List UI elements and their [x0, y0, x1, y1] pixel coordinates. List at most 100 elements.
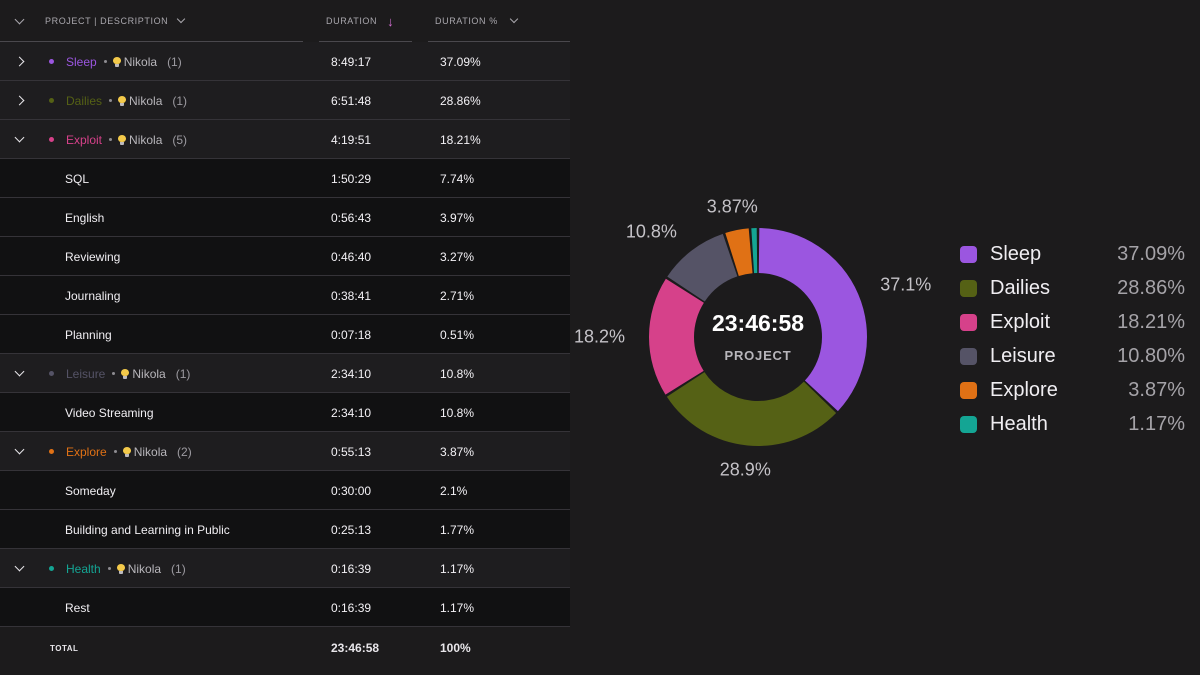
duration-cell: 2:34:10	[331, 366, 372, 381]
duration-cell: 0:46:40	[331, 249, 372, 264]
donut-slices	[649, 228, 867, 446]
project-color-dot	[49, 449, 54, 454]
donut-slice-label: 10.8%	[626, 222, 677, 242]
table-row-entry[interactable]: Video Streaming 2:34:10 10.8%	[0, 393, 570, 432]
pct-cell: 2.1%	[440, 483, 468, 498]
table-row-entry[interactable]: Journaling 0:38:41 2.71%	[0, 276, 570, 315]
entry-count: (5)	[172, 132, 188, 147]
donut-slice-explore[interactable]	[725, 228, 753, 276]
pct-cell: 1.17%	[440, 561, 475, 576]
table-row-group[interactable]: Sleep Nikola (1) 8:49:17 37.09%	[0, 42, 570, 81]
description-cell: Planning	[65, 327, 112, 342]
sort-desc-icon: ↓	[387, 13, 395, 29]
description-cell: SQL	[65, 171, 90, 186]
project-name[interactable]: Health	[66, 561, 101, 576]
donut-slice-label: 3.87%	[707, 197, 758, 217]
pct-cell: 0.51%	[440, 327, 475, 342]
legend-item[interactable]: Exploit 18.21%	[960, 305, 1192, 339]
duration-cell: 6:51:48	[331, 93, 372, 108]
donut-slice-exploit[interactable]	[649, 278, 704, 395]
collapse-toggle[interactable]	[12, 354, 26, 393]
header-underline	[428, 41, 570, 42]
expand-toggle[interactable]	[12, 42, 26, 81]
chevron-down-icon	[14, 366, 24, 377]
project-name[interactable]: Exploit	[66, 132, 103, 147]
table-row-group[interactable]: Leisure Nikola (1) 2:34:10 10.8%	[0, 354, 570, 393]
project-cell: Exploit Nikola (5)	[49, 120, 187, 159]
table-row-entry[interactable]: Planning 0:07:18 0.51%	[0, 315, 570, 354]
separator-dot	[113, 450, 117, 453]
legend-label: Leisure	[990, 344, 1056, 367]
table-row-entry[interactable]: Rest 0:16:39 1.17%	[0, 588, 570, 627]
table-row-entry[interactable]: SQL 1:50:29 7.74%	[0, 159, 570, 198]
duration-cell: 4:19:51	[331, 132, 372, 147]
table-row-entry[interactable]: Someday 0:30:00 2.1%	[0, 471, 570, 510]
description-cell: Reviewing	[65, 249, 121, 264]
pct-cell: 1.17%	[440, 600, 475, 615]
duration-column-header[interactable]: DURATION ↓	[326, 0, 394, 42]
lightbulb-icon	[118, 95, 127, 106]
project-column-header[interactable]: PROJECT | DESCRIPTION	[45, 0, 186, 42]
project-cell: Sleep Nikola (1)	[49, 42, 182, 81]
entry-count: (1)	[172, 93, 188, 108]
chevron-down-icon	[14, 14, 24, 24]
collapse-toggle[interactable]	[12, 432, 26, 471]
chevron-right-icon	[14, 95, 24, 106]
legend-item[interactable]: Dailies 28.86%	[960, 271, 1192, 305]
total-row: TOTAL 23:46:58 100%	[0, 628, 570, 668]
project-name[interactable]: Sleep	[66, 54, 97, 69]
legend-swatch	[960, 313, 977, 331]
duration-column-label: DURATION	[326, 16, 378, 26]
legend-item[interactable]: Explore 3.87%	[960, 373, 1192, 407]
entry-count: (1)	[175, 366, 191, 381]
client-name: Nikola	[132, 366, 166, 381]
table-row-group[interactable]: Dailies Nikola (1) 6:51:48 28.86%	[0, 81, 570, 120]
pct-cell: 10.8%	[440, 405, 475, 420]
donut-slice-health[interactable]	[751, 228, 758, 274]
header-underline	[0, 41, 303, 42]
project-cell: Dailies Nikola (1)	[49, 81, 187, 120]
client-name: Nikola	[133, 444, 168, 459]
duration-cell: 0:56:43	[331, 210, 372, 225]
header-underline	[319, 41, 412, 42]
lightbulb-icon	[112, 56, 121, 67]
project-cell: Explore Nikola (2)	[49, 432, 192, 471]
pct-cell: 18.21%	[440, 132, 481, 147]
collapse-all-toggle[interactable]	[12, 0, 26, 42]
pct-cell: 3.87%	[440, 444, 475, 459]
legend-item[interactable]: Sleep 37.09%	[960, 237, 1192, 271]
donut-center-value: 23:46:58	[712, 310, 804, 336]
donut-slice-dailies[interactable]	[666, 372, 837, 446]
table-row-entry[interactable]: Building and Learning in Public 0:25:13 …	[0, 510, 570, 549]
collapse-toggle[interactable]	[12, 549, 26, 588]
pct-cell: 3.97%	[440, 210, 475, 225]
table-row-group[interactable]: Health Nikola (1) 0:16:39 1.17%	[0, 549, 570, 588]
legend-item[interactable]: Health 1.17%	[960, 407, 1192, 441]
duration-cell: 0:25:13	[331, 522, 372, 537]
legend-swatch	[960, 347, 977, 365]
legend-item[interactable]: Leisure 10.80%	[960, 339, 1192, 373]
client-name: Nikola	[123, 54, 158, 69]
expand-toggle[interactable]	[12, 81, 26, 120]
project-name[interactable]: Leisure	[66, 366, 106, 381]
project-name[interactable]: Explore	[66, 444, 107, 459]
table-row-group[interactable]: Exploit Nikola (5) 4:19:51 18.21%	[0, 120, 570, 159]
legend-swatch	[960, 381, 977, 399]
lightbulb-icon	[122, 446, 131, 457]
collapse-toggle[interactable]	[12, 120, 26, 159]
legend-value: 1.17%	[1128, 412, 1185, 435]
client-name: Nikola	[129, 132, 163, 147]
table-row-entry[interactable]: English 0:56:43 3.97%	[0, 198, 570, 237]
entry-count: (1)	[167, 54, 182, 69]
donut-slice-leisure[interactable]	[667, 233, 738, 302]
pct-column-header[interactable]: DURATION %	[435, 0, 519, 42]
project-name[interactable]: Dailies	[66, 93, 103, 108]
donut-slice-sleep[interactable]	[758, 228, 867, 412]
table-row-entry[interactable]: Reviewing 0:46:40 3.27%	[0, 237, 570, 276]
description-cell: English	[65, 210, 105, 225]
legend-swatch	[960, 415, 977, 433]
table-row-group[interactable]: Explore Nikola (2) 0:55:13 3.87%	[0, 432, 570, 471]
pct-cell: 37.09%	[440, 54, 481, 69]
pct-cell: 1.77%	[440, 522, 475, 537]
chart-legend: Sleep 37.09% Dailies 28.86% Exploit 18.2…	[960, 237, 1192, 441]
